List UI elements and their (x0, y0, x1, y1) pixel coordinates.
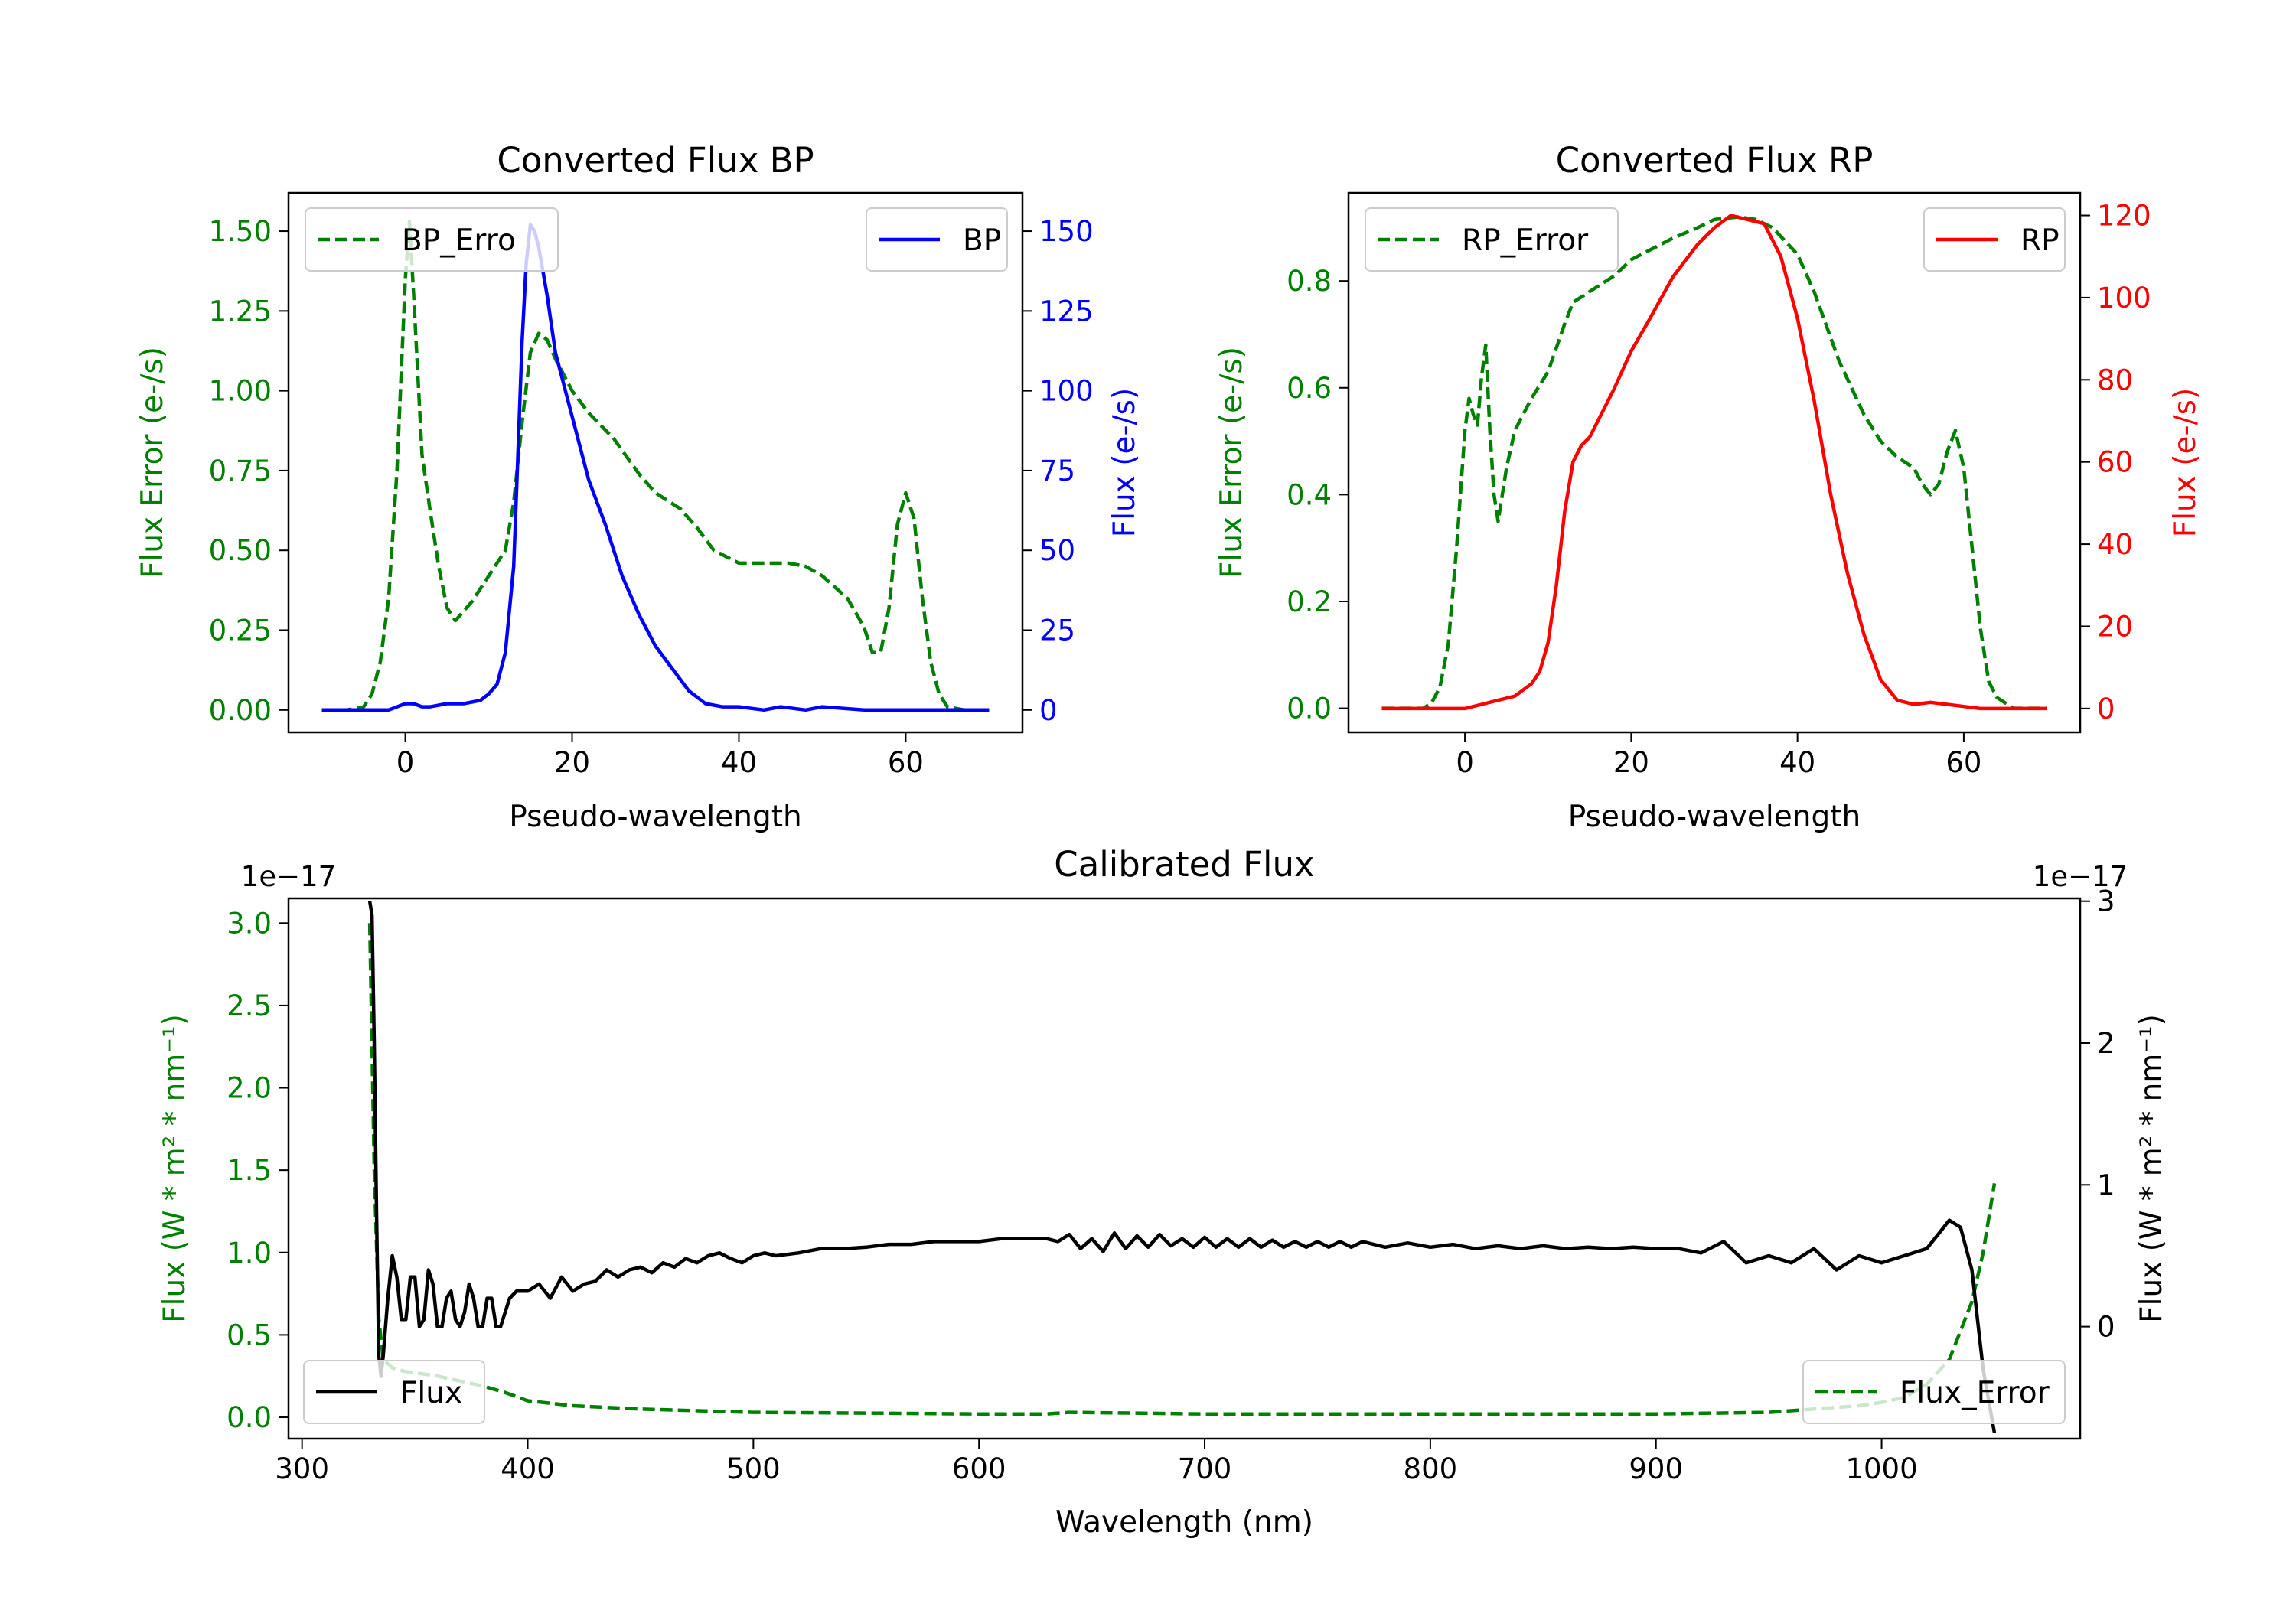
chart-title: Converted Flux RP (1556, 140, 1874, 181)
x-tick-label: 300 (275, 1452, 329, 1485)
y-right-tick-label: 1 (2097, 1169, 2115, 1201)
chart-title: Converted Flux BP (497, 140, 814, 181)
legend-label: Flux_Error (1900, 1376, 2050, 1410)
y-left-axis-label: Flux Error (e-/s) (135, 347, 170, 579)
y-left-tick-label: 2.0 (227, 1072, 272, 1105)
y-left-tick-label: 1.00 (209, 375, 272, 408)
y-left-tick-label: 1.50 (209, 215, 272, 248)
x-tick-label: 700 (1178, 1452, 1232, 1485)
legend-flux: Flux (303, 1360, 485, 1424)
x-tick-label: 40 (1779, 746, 1815, 779)
y-right-axis-label: Flux (W * m² * nm⁻¹) (2135, 1014, 2169, 1323)
chart-rp: Converted Flux RP 0 20 40 60 Pseudo-wavelengt… (1215, 140, 2203, 834)
x-tick-label: 20 (1613, 746, 1649, 779)
y-left-tick-label: 0.50 (209, 534, 272, 567)
y-right-tick-label: 40 (2097, 528, 2133, 561)
y-left-tick-label: 0.5 (227, 1319, 272, 1351)
y-right-tick-label: 125 (1039, 295, 1094, 328)
y-right-tick-label: 100 (2097, 282, 2151, 315)
x-tick-label: 0 (396, 746, 415, 779)
y-left-tick-label: 0.6 (1287, 372, 1332, 405)
chart-bp: Converted Flux BP 0 20 40 60 Pseudo-wavelengt… (135, 140, 1142, 834)
x-axis-label: Wavelength (nm) (1055, 1505, 1313, 1540)
plot-frame (1347, 191, 2082, 734)
chart-cal: Calibrated Flux 300 400 500 600 700 800 900 1000… (158, 844, 2169, 1540)
x-tick-label: 800 (1404, 1452, 1458, 1485)
legend-label: Flux (400, 1376, 462, 1410)
x-tick-label: 500 (726, 1452, 781, 1485)
legend-label: RP (2020, 223, 2060, 258)
y-right-tick-label: 80 (2097, 363, 2133, 396)
y-right-tick-label: 100 (1039, 375, 1094, 408)
y-left-tick-label: 0.0 (227, 1401, 272, 1434)
y-left-tick-label: 1.0 (227, 1237, 272, 1270)
y-left-tick-label: 2.5 (227, 989, 272, 1022)
legend-bp: BP (866, 207, 1008, 272)
y-right-tick-label: 60 (2097, 446, 2133, 479)
series-bp-left (321, 220, 990, 712)
x-tick-label: 0 (1456, 746, 1474, 779)
y-right-tick-label: 120 (2097, 200, 2151, 233)
series-rp-right (1381, 214, 2047, 711)
y-right-tick-label: 0 (2097, 1311, 2115, 1344)
y-right-tick-label: 0 (2097, 693, 2115, 725)
x-tick-label: 60 (888, 746, 924, 779)
x-tick-label: 40 (721, 746, 757, 779)
legend-rp: RP (1923, 207, 2066, 272)
y-left-tick-label: 0.25 (209, 614, 272, 647)
y-left-tick-label: 0.4 (1287, 478, 1332, 511)
y-left-tick-label: 0.0 (1287, 693, 1332, 725)
y-left-tick-label: 0.00 (209, 694, 272, 727)
y-left-axis-label: Flux Error (e-/s) (1215, 347, 1249, 579)
y-left-tick-label: 3.0 (227, 907, 272, 940)
plot-frame (287, 191, 1024, 734)
plot-frame (287, 897, 2082, 1440)
x-axis-label: Pseudo-wavelength (1568, 800, 1861, 834)
y-left-offset-label: 1e−17 (241, 860, 336, 893)
x-tick-label: 20 (554, 746, 590, 779)
y-right-tick-label: 25 (1039, 614, 1075, 647)
x-tick-label: 600 (952, 1452, 1006, 1485)
series-rp-left (1381, 215, 2047, 710)
chart-title: Calibrated Flux (1054, 844, 1314, 885)
legend-label: RP_Error (1462, 223, 1589, 258)
x-tick-label: 900 (1629, 1452, 1683, 1485)
legend-bp-error: BP_Erro (305, 207, 559, 272)
legend-rp-error: RP_Error (1365, 207, 1619, 272)
y-left-tick-label: 1.5 (227, 1154, 272, 1187)
y-right-tick-label: 2 (2097, 1027, 2115, 1060)
y-left-tick-label: 0.75 (209, 455, 272, 487)
legend-flux-error: Flux_Error (1802, 1360, 2066, 1424)
x-axis-label: Pseudo-wavelength (509, 800, 801, 834)
y-right-axis-label: Flux (e-/s) (1107, 388, 1142, 537)
x-tick-label: 1000 (1845, 1452, 1917, 1485)
y-right-tick-label: 150 (1039, 215, 1094, 248)
series-bp-right (321, 223, 990, 712)
series-cal-right (367, 901, 1997, 1433)
series-cal-left (367, 923, 1997, 1416)
x-tick-label: 60 (1945, 746, 1981, 779)
y-right-axis-label: Flux (e-/s) (2168, 388, 2203, 537)
y-right-tick-label: 3 (2097, 885, 2115, 918)
y-left-tick-label: 0.2 (1287, 585, 1332, 618)
y-right-offset-label: 1e−17 (2033, 860, 2128, 893)
x-tick-label: 400 (501, 1452, 555, 1485)
y-right-tick-label: 0 (1039, 694, 1058, 727)
legend-label: BP (963, 223, 1001, 258)
y-right-tick-label: 20 (2097, 610, 2133, 643)
y-right-tick-label: 75 (1039, 455, 1075, 487)
y-left-axis-label: Flux (W * m² * nm⁻¹) (158, 1014, 192, 1323)
y-right-tick-label: 50 (1039, 534, 1075, 567)
legend-label: BP_Erro (402, 223, 516, 258)
y-left-tick-label: 1.25 (209, 295, 272, 328)
y-left-tick-label: 0.8 (1287, 265, 1332, 298)
